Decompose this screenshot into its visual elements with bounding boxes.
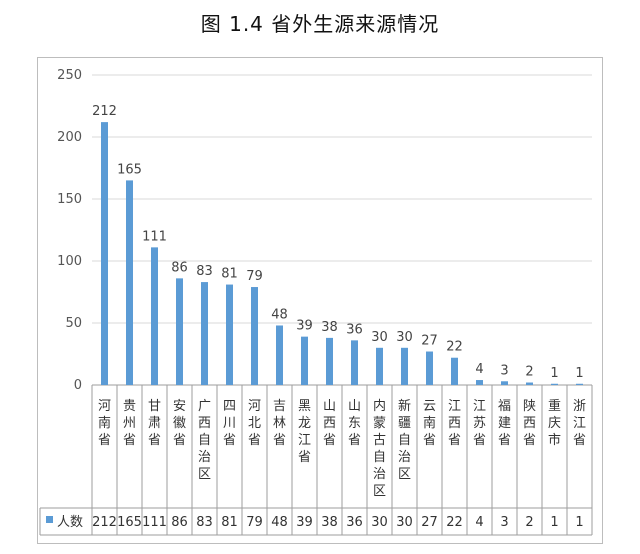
category-label: 江西省 <box>448 399 461 448</box>
category-label: 广西自治区 <box>198 399 211 482</box>
bar <box>176 278 183 385</box>
data-label: 22 <box>446 340 463 355</box>
data-label: 1 <box>550 366 558 381</box>
bar <box>226 284 233 385</box>
data-label: 1 <box>575 366 583 381</box>
bar <box>326 337 333 385</box>
table-value: 86 <box>171 515 188 530</box>
legend-key <box>46 516 53 523</box>
bars <box>101 122 583 386</box>
y-tick-label: 150 <box>57 192 82 207</box>
y-axis: 0 50 100 150 200 250 <box>57 68 82 393</box>
table-value: 48 <box>271 515 288 530</box>
bar <box>401 347 408 385</box>
category-label: 内蒙古自治区 <box>373 398 386 499</box>
table-value: 4 <box>475 515 483 530</box>
data-label: 2 <box>525 365 533 380</box>
data-label: 111 <box>142 229 167 244</box>
bar <box>151 247 158 385</box>
data-label: 3 <box>500 363 508 378</box>
bar <box>526 382 533 385</box>
figure-caption: 图 1.4 省外生源来源情况 <box>200 12 440 36</box>
gridlines <box>92 74 592 386</box>
data-label: 48 <box>271 307 288 322</box>
bar <box>576 383 583 385</box>
table-value: 27 <box>421 515 438 530</box>
category-label: 福建省 <box>498 399 511 448</box>
data-label: 30 <box>396 330 413 345</box>
y-tick-label: 0 <box>74 378 82 393</box>
category-label: 安徽省 <box>173 399 186 448</box>
data-label: 36 <box>346 322 363 337</box>
bar <box>126 180 133 385</box>
data-label: 38 <box>321 320 338 335</box>
y-tick-label: 50 <box>65 316 82 331</box>
data-label: 81 <box>221 267 238 282</box>
bar <box>551 383 558 385</box>
table-value: 81 <box>221 515 238 530</box>
data-label: 83 <box>196 264 213 279</box>
bar <box>376 347 383 385</box>
table-value: 3 <box>500 515 508 530</box>
category-label: 浙江省 <box>573 399 586 448</box>
data-label: 27 <box>421 334 438 349</box>
data-table: 人数 河南省 212 贵州省 165 甘肃省 111 安徽省 86 广西自治区 83 四川省 81 河北省… <box>39 385 593 536</box>
data-label: 165 <box>117 162 142 177</box>
category-label: 黑龙江省 <box>298 399 311 465</box>
category-label: 重庆市 <box>548 398 561 448</box>
category-label: 甘肃省 <box>148 399 161 448</box>
bar <box>301 336 308 385</box>
category-label: 河北省 <box>248 399 261 448</box>
y-tick-label: 250 <box>57 68 82 83</box>
y-tick-label: 200 <box>57 130 82 145</box>
category-label: 新疆自治区 <box>398 398 411 482</box>
data-label: 86 <box>171 260 188 275</box>
table-value: 30 <box>371 515 388 530</box>
category-label: 山东省 <box>348 399 361 448</box>
bar <box>351 340 358 385</box>
table-value: 79 <box>246 515 263 530</box>
table-value: 39 <box>296 515 313 530</box>
table-value: 83 <box>196 515 213 530</box>
category-label: 江苏省 <box>473 399 486 448</box>
bar <box>276 325 283 385</box>
bar <box>501 381 508 385</box>
legend-label: 人数 <box>57 515 83 530</box>
table-value: 212 <box>92 515 117 530</box>
category-label: 四川省 <box>223 399 236 448</box>
data-label: 30 <box>371 330 388 345</box>
data-label: 79 <box>246 269 263 284</box>
bar <box>251 287 258 385</box>
category-label: 贵州省 <box>123 399 136 448</box>
bar <box>201 282 208 385</box>
data-labels: 212 165 111 86 83 81 79 48 39 38 36 30 30 27 22 4 3 2 1 1 <box>92 104 584 381</box>
data-label: 39 <box>296 319 313 334</box>
table-value: 36 <box>346 515 363 530</box>
table-value: 22 <box>446 515 463 530</box>
table-value: 30 <box>396 515 413 530</box>
bar <box>426 351 433 385</box>
bar <box>101 122 108 386</box>
data-label: 212 <box>92 104 117 119</box>
table-value: 1 <box>550 515 558 530</box>
bar <box>476 380 483 385</box>
data-label: 4 <box>475 362 483 377</box>
category-label: 吉林省 <box>273 399 286 448</box>
category-label: 陕西省 <box>523 399 536 448</box>
y-tick-label: 100 <box>57 254 82 269</box>
category-label: 河南省 <box>98 399 111 448</box>
table-value: 165 <box>117 515 142 530</box>
table-value: 2 <box>525 515 533 530</box>
category-label: 山西省 <box>323 399 336 448</box>
table-value: 1 <box>575 515 583 530</box>
chart-frame <box>37 57 603 544</box>
bar <box>451 357 458 385</box>
table-value: 111 <box>142 515 167 530</box>
category-label: 云南省 <box>423 399 436 448</box>
table-value: 38 <box>321 515 338 530</box>
